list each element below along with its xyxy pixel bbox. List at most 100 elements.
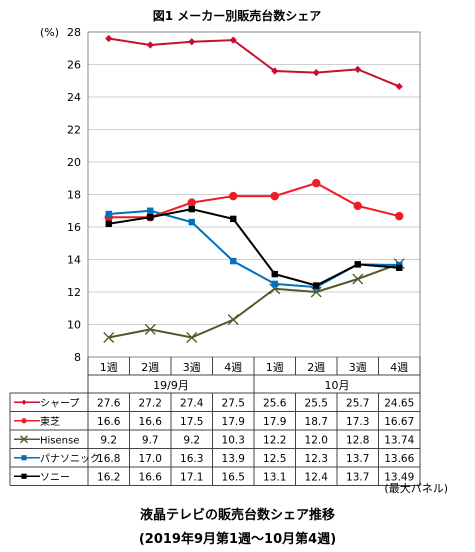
data-label: 27.4: [180, 397, 204, 409]
data-label: 17.9: [263, 416, 286, 428]
marker-stroke: [103, 332, 115, 343]
data-point: [271, 67, 279, 75]
data-point: [230, 257, 237, 265]
data-label: 27.5: [222, 397, 245, 409]
data-label: 17.3: [346, 416, 369, 428]
data-point: [395, 82, 403, 91]
data-label: 16.67: [384, 416, 414, 428]
data-label: 9.7: [142, 434, 159, 446]
data-point: [103, 332, 115, 343]
data-label: 16.6: [97, 416, 121, 428]
data-point: [147, 214, 154, 221]
series-line: [108, 262, 400, 339]
chart-title: 図1 メーカー別販売台数シェア: [153, 8, 322, 23]
x-tick-label: 1週: [266, 361, 284, 374]
marker-stroke: [352, 273, 364, 285]
legend-marker: [21, 455, 27, 461]
data-label: 25.5: [305, 397, 328, 409]
data-label: 16.6: [139, 416, 163, 428]
data-point: [313, 282, 320, 289]
data-point: [105, 210, 112, 218]
x-tick-label: 2週: [307, 361, 325, 374]
data-point: [227, 314, 239, 326]
data-label: 12.8: [346, 434, 369, 446]
series-line: [108, 37, 400, 88]
data-label: 13.74: [384, 434, 414, 446]
data-point: [312, 178, 321, 188]
legend-marker: [21, 473, 27, 479]
x-tick-label: 1週: [100, 361, 118, 374]
data-label: 16.3: [180, 453, 203, 465]
data-label: 18.7: [305, 416, 328, 428]
data-point: [354, 261, 361, 268]
data-label: 13.1: [263, 471, 286, 483]
data-point: [353, 201, 362, 211]
x-tick-label: 3週: [183, 361, 201, 374]
marker-stroke: [227, 314, 239, 326]
data-label: 17.0: [139, 453, 162, 465]
data-point: [186, 332, 198, 343]
y-tick-label: 26: [67, 59, 81, 72]
series-line: [108, 209, 400, 289]
panel-annotation: (最大パネル): [384, 481, 448, 495]
legend-marker: [21, 418, 27, 424]
marker-stroke: [144, 323, 156, 335]
data-label: 12.5: [263, 453, 286, 465]
legend-label: シャープ: [40, 397, 79, 409]
x-tick-label: 3週: [349, 361, 367, 374]
legend-label: パナソニック: [40, 453, 100, 465]
data-point: [396, 264, 403, 271]
data-label: 13.7: [346, 471, 369, 483]
legend-marker: [21, 399, 27, 405]
data-point: [229, 191, 238, 201]
data-label: 16.5: [222, 471, 245, 483]
data-label: 24.65: [384, 397, 414, 409]
data-point: [270, 191, 279, 201]
series-line: [108, 208, 400, 287]
data-label: 17.5: [180, 416, 203, 428]
data-label: 16.2: [97, 471, 120, 483]
data-point: [229, 36, 237, 44]
data-label: 13.9: [222, 453, 245, 465]
month-group-label: 10月: [325, 379, 350, 392]
data-point: [188, 205, 195, 213]
data-point: [105, 34, 113, 43]
data-label: 13.66: [384, 453, 414, 465]
data-point: [352, 273, 364, 285]
data-label: 12.3: [305, 453, 328, 465]
data-point: [188, 38, 196, 46]
caption-title: 液晶テレビの販売台数シェア推移: [139, 508, 335, 523]
x-tick-label: 2週: [141, 361, 159, 374]
marker-stroke: [310, 286, 322, 298]
y-tick-label: 10: [67, 319, 81, 332]
marker-stroke: [269, 283, 281, 295]
data-label: 12.4: [305, 471, 329, 483]
legend-label: Hisense: [40, 435, 79, 446]
caption-period: (2019年9月第1週〜10月第4週): [138, 532, 337, 547]
data-point: [312, 69, 320, 77]
y-axis-label: (%): [40, 26, 59, 39]
data-point: [146, 41, 154, 49]
data-label: 9.2: [100, 434, 117, 446]
marker-stroke: [20, 435, 28, 444]
data-point: [269, 283, 281, 295]
y-tick-label: 20: [67, 156, 81, 169]
data-label: 25.7: [346, 397, 369, 409]
series-line: [108, 182, 400, 219]
data-point: [144, 323, 156, 335]
chart-svg: 図1 メーカー別販売台数シェア (%) 8 10 12 14 16 18 20 22 24 26 28 1…: [9, 8, 448, 495]
data-point: [310, 286, 322, 298]
data-label: 13.49: [384, 471, 414, 483]
data-point: [187, 198, 196, 207]
legend-label: ソニー: [40, 472, 70, 483]
y-tick-label: 12: [67, 286, 81, 299]
y-tick-label: 22: [67, 124, 81, 137]
y-tick-label: 28: [67, 26, 81, 39]
data-label: 17.1: [180, 471, 203, 483]
data-label: 27.2: [139, 397, 162, 409]
y-tick-label: 16: [67, 221, 81, 234]
data-label: 9.2: [183, 434, 200, 446]
legend-marker: [20, 435, 28, 444]
y-tick-label: 8: [74, 351, 81, 364]
